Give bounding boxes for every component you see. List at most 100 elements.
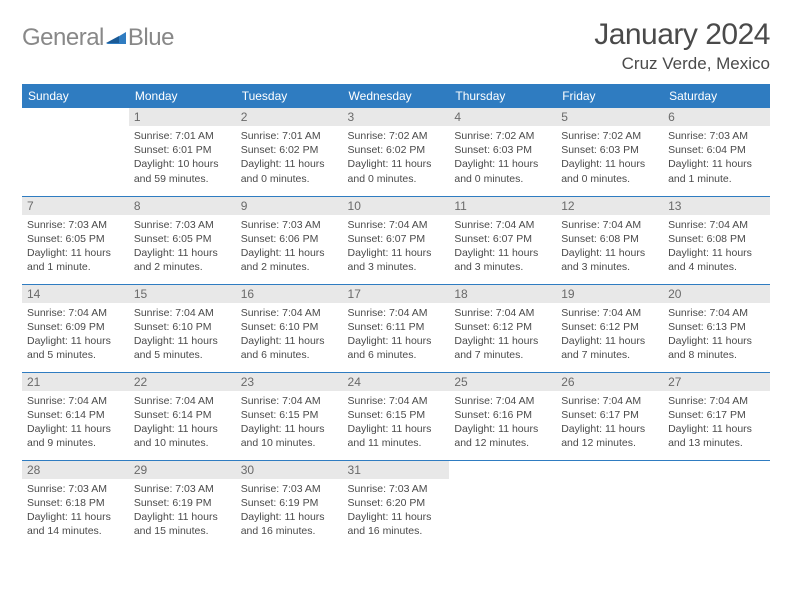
sunset-text: Sunset: 6:17 PM bbox=[668, 408, 765, 422]
sunset-text: Sunset: 6:09 PM bbox=[27, 320, 124, 334]
day-info: Sunrise: 7:04 AMSunset: 6:15 PMDaylight:… bbox=[236, 391, 343, 457]
sunset-text: Sunset: 6:11 PM bbox=[348, 320, 445, 334]
sunset-text: Sunset: 6:02 PM bbox=[241, 143, 338, 157]
sunrise-text: Sunrise: 7:04 AM bbox=[27, 306, 124, 320]
sunrise-text: Sunrise: 7:04 AM bbox=[561, 306, 658, 320]
calendar-cell: 8Sunrise: 7:03 AMSunset: 6:05 PMDaylight… bbox=[129, 196, 236, 284]
sunset-text: Sunset: 6:07 PM bbox=[454, 232, 551, 246]
day-header: Saturday bbox=[663, 84, 770, 108]
day-number: 20 bbox=[663, 285, 770, 303]
day-info: Sunrise: 7:04 AMSunset: 6:12 PMDaylight:… bbox=[449, 303, 556, 369]
sunrise-text: Sunrise: 7:04 AM bbox=[454, 394, 551, 408]
sunset-text: Sunset: 6:13 PM bbox=[668, 320, 765, 334]
sunrise-text: Sunrise: 7:04 AM bbox=[454, 218, 551, 232]
sunrise-text: Sunrise: 7:03 AM bbox=[134, 482, 231, 496]
brand-mark-icon bbox=[106, 26, 126, 44]
day-info: Sunrise: 7:04 AMSunset: 6:16 PMDaylight:… bbox=[449, 391, 556, 457]
day-number: 2 bbox=[236, 108, 343, 126]
title-block: January 2024 Cruz Verde, Mexico bbox=[594, 18, 770, 74]
calendar-cell: 14 Sunrise: 7:04 AMSunset: 6:09 PMDayligh… bbox=[22, 284, 129, 372]
sunrise-text: Sunrise: 7:04 AM bbox=[348, 218, 445, 232]
day-number: 1 bbox=[129, 108, 236, 126]
day-info: Sunrise: 7:02 AMSunset: 6:03 PMDaylight:… bbox=[556, 126, 663, 192]
sunrise-text: Sunrise: 7:04 AM bbox=[27, 394, 124, 408]
sunrise-text: Sunrise: 7:04 AM bbox=[241, 394, 338, 408]
sunset-text: Sunset: 6:17 PM bbox=[561, 408, 658, 422]
calendar-cell: 2Sunrise: 7:01 AMSunset: 6:02 PMDaylight… bbox=[236, 108, 343, 196]
day-number: 27 bbox=[663, 373, 770, 391]
day-info: Sunrise: 7:03 AMSunset: 6:05 PMDaylight:… bbox=[129, 215, 236, 281]
brand-text-a: General bbox=[22, 24, 104, 52]
day-header: Tuesday bbox=[236, 84, 343, 108]
sunset-text: Sunset: 6:05 PM bbox=[134, 232, 231, 246]
day-info: Sunrise: 7:03 AMSunset: 6:04 PMDaylight:… bbox=[663, 126, 770, 192]
calendar-cell: 29Sunrise: 7:03 AMSunset: 6:19 PMDayligh… bbox=[129, 460, 236, 548]
sunrise-text: Sunrise: 7:01 AM bbox=[241, 129, 338, 143]
sunset-text: Sunset: 6:19 PM bbox=[134, 496, 231, 510]
calendar-cell: 25Sunrise: 7:04 AMSunset: 6:16 PMDayligh… bbox=[449, 372, 556, 460]
day-info: Sunrise: 7:03 AMSunset: 6:19 PMDaylight:… bbox=[129, 479, 236, 545]
day-number: 21 bbox=[22, 373, 129, 391]
sunrise-text: Sunrise: 7:03 AM bbox=[134, 218, 231, 232]
calendar-row: 14Sunrise: 7:04 AMSunset: 6:09 PMDayligh… bbox=[22, 284, 770, 372]
daylight-text: Daylight: 11 hours and 10 minutes. bbox=[134, 422, 231, 450]
day-info: Sunrise: 7:03 AMSunset: 6:06 PMDaylight:… bbox=[236, 215, 343, 281]
day-info: Sunrise: 7:04 AMSunset: 6:12 PMDaylight:… bbox=[556, 303, 663, 369]
sunrise-text: Sunrise: 7:01 AM bbox=[134, 129, 231, 143]
sunrise-text: Sunrise: 7:04 AM bbox=[561, 218, 658, 232]
calendar-cell: 20Sunrise: 7:04 AMSunset: 6:13 PMDayligh… bbox=[663, 284, 770, 372]
daylight-text: Daylight: 11 hours and 0 minutes. bbox=[454, 157, 551, 185]
day-info: Sunrise: 7:01 AMSunset: 6:01 PMDaylight:… bbox=[129, 126, 236, 192]
day-info: Sunrise: 7:04 AMSunset: 6:07 PMDaylight:… bbox=[449, 215, 556, 281]
location-subtitle: Cruz Verde, Mexico bbox=[594, 54, 770, 74]
sunrise-text: Sunrise: 7:04 AM bbox=[561, 394, 658, 408]
day-info: Sunrise: 7:03 AMSunset: 6:18 PMDaylight:… bbox=[22, 479, 129, 545]
sunrise-text: Sunrise: 7:03 AM bbox=[348, 482, 445, 496]
sunset-text: Sunset: 6:01 PM bbox=[134, 143, 231, 157]
daylight-text: Daylight: 11 hours and 5 minutes. bbox=[27, 334, 124, 362]
day-number: 9 bbox=[236, 197, 343, 215]
sunrise-text: Sunrise: 7:02 AM bbox=[454, 129, 551, 143]
day-number: 24 bbox=[343, 373, 450, 391]
day-number: 13 bbox=[663, 197, 770, 215]
daylight-text: Daylight: 11 hours and 0 minutes. bbox=[348, 157, 445, 185]
sunset-text: Sunset: 6:15 PM bbox=[241, 408, 338, 422]
day-header: Wednesday bbox=[343, 84, 450, 108]
day-number: 14 bbox=[22, 285, 129, 303]
calendar-cell: 3Sunrise: 7:02 AMSunset: 6:02 PMDaylight… bbox=[343, 108, 450, 196]
calendar-cell: 5Sunrise: 7:02 AMSunset: 6:03 PMDaylight… bbox=[556, 108, 663, 196]
sunrise-text: Sunrise: 7:03 AM bbox=[241, 482, 338, 496]
calendar-cell: 23Sunrise: 7:04 AMSunset: 6:15 PMDayligh… bbox=[236, 372, 343, 460]
daylight-text: Daylight: 11 hours and 16 minutes. bbox=[241, 510, 338, 538]
day-number: 4 bbox=[449, 108, 556, 126]
day-info: Sunrise: 7:03 AMSunset: 6:20 PMDaylight:… bbox=[343, 479, 450, 545]
daylight-text: Daylight: 10 hours and 59 minutes. bbox=[134, 157, 231, 185]
calendar-cell bbox=[449, 460, 556, 548]
calendar-cell: 27Sunrise: 7:04 AMSunset: 6:17 PMDayligh… bbox=[663, 372, 770, 460]
brand-text-b: Blue bbox=[128, 24, 174, 52]
daylight-text: Daylight: 11 hours and 13 minutes. bbox=[668, 422, 765, 450]
sunrise-text: Sunrise: 7:03 AM bbox=[241, 218, 338, 232]
daylight-text: Daylight: 11 hours and 16 minutes. bbox=[348, 510, 445, 538]
day-header-row: Sunday Monday Tuesday Wednesday Thursday… bbox=[22, 84, 770, 108]
daylight-text: Daylight: 11 hours and 7 minutes. bbox=[454, 334, 551, 362]
daylight-text: Daylight: 11 hours and 8 minutes. bbox=[668, 334, 765, 362]
day-header: Thursday bbox=[449, 84, 556, 108]
calendar-cell: 6Sunrise: 7:03 AMSunset: 6:04 PMDaylight… bbox=[663, 108, 770, 196]
calendar-row: 7Sunrise: 7:03 AMSunset: 6:05 PMDaylight… bbox=[22, 196, 770, 284]
sunset-text: Sunset: 6:14 PM bbox=[27, 408, 124, 422]
day-number: 29 bbox=[129, 461, 236, 479]
daylight-text: Daylight: 11 hours and 4 minutes. bbox=[668, 246, 765, 274]
daylight-text: Daylight: 11 hours and 1 minute. bbox=[668, 157, 765, 185]
calendar-cell: 30Sunrise: 7:03 AMSunset: 6:19 PMDayligh… bbox=[236, 460, 343, 548]
day-info: Sunrise: 7:04 AMSunset: 6:15 PMDaylight:… bbox=[343, 391, 450, 457]
daylight-text: Daylight: 11 hours and 3 minutes. bbox=[348, 246, 445, 274]
calendar-cell: 28Sunrise: 7:03 AMSunset: 6:18 PMDayligh… bbox=[22, 460, 129, 548]
day-number: 25 bbox=[449, 373, 556, 391]
sunset-text: Sunset: 6:08 PM bbox=[561, 232, 658, 246]
day-header: Friday bbox=[556, 84, 663, 108]
calendar-cell: 13Sunrise: 7:04 AMSunset: 6:08 PMDayligh… bbox=[663, 196, 770, 284]
day-number: 26 bbox=[556, 373, 663, 391]
calendar-row: 21Sunrise: 7:04 AMSunset: 6:14 PMDayligh… bbox=[22, 372, 770, 460]
calendar-cell: 12Sunrise: 7:04 AMSunset: 6:08 PMDayligh… bbox=[556, 196, 663, 284]
